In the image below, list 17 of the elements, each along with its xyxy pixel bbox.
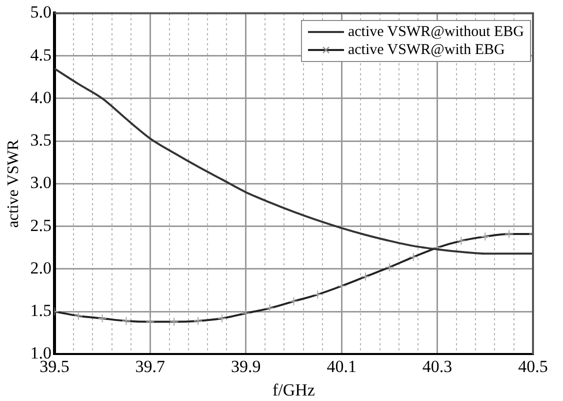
x-tick-label: 39.9 <box>230 356 261 376</box>
y-tick-label: 3.5 <box>30 130 52 150</box>
y-tick-label: 2.0 <box>30 258 52 278</box>
y-tick-label: 3.0 <box>30 173 52 192</box>
y-axis-title: active VSWR <box>4 139 22 228</box>
x-tick-label: 40.5 <box>518 356 548 376</box>
legend-label: active VSWR@without EBG <box>348 23 524 41</box>
legend-label: active VSWR@with EBG <box>348 41 505 59</box>
x-axis-title: f/GHz <box>272 380 316 400</box>
y-tick-label: 2.5 <box>30 216 52 235</box>
x-tick-label: 39.7 <box>135 356 166 376</box>
y-tick-label: 4.0 <box>30 88 52 107</box>
y-tick-label: 4.5 <box>30 45 52 64</box>
y-tick-label: 1.5 <box>30 301 52 320</box>
x-tick-label: 40.3 <box>422 356 452 376</box>
y-tick-label: 5.0 <box>30 2 52 22</box>
x-tick-label: 40.1 <box>326 356 356 376</box>
